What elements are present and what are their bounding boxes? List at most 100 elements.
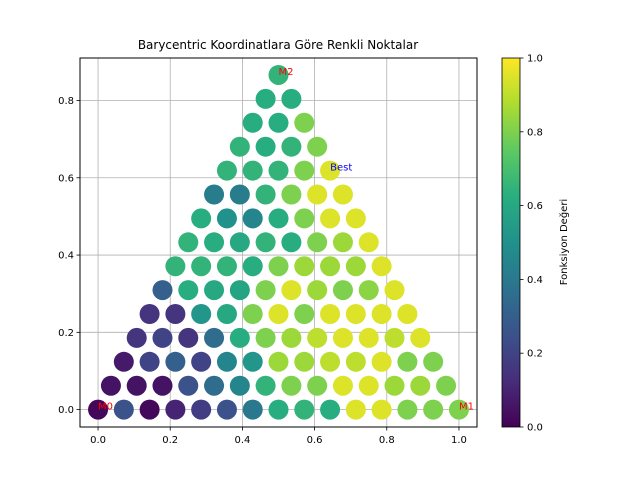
scatter-point bbox=[320, 351, 341, 372]
scatter-point bbox=[152, 327, 173, 348]
annotation-label: Best bbox=[330, 162, 352, 173]
scatter-point bbox=[216, 399, 237, 420]
scatter-point bbox=[281, 375, 302, 396]
scatter-point bbox=[242, 399, 263, 420]
scatter-point bbox=[126, 327, 147, 348]
scatter-point bbox=[294, 208, 315, 229]
scatter-point bbox=[371, 256, 392, 277]
scatter-point bbox=[255, 136, 276, 157]
scatter-point bbox=[242, 351, 263, 372]
scatter-point bbox=[294, 304, 315, 325]
scatter-point bbox=[345, 304, 366, 325]
scatter-point bbox=[139, 304, 160, 325]
scatter-point bbox=[229, 184, 250, 205]
annotation-label: M1 bbox=[459, 402, 474, 413]
annotation-label: M0 bbox=[98, 402, 113, 413]
scatter-point bbox=[255, 375, 276, 396]
x-axis-ticks: 0.0 0.2 0.4 0.6 0.8 1.0 bbox=[90, 427, 467, 446]
scatter-point bbox=[242, 256, 263, 277]
scatter-point bbox=[113, 351, 134, 372]
scatter-point bbox=[294, 112, 315, 133]
scatter-points bbox=[88, 64, 469, 420]
y-tick-label: 0.6 bbox=[58, 173, 74, 184]
scatter-point bbox=[242, 160, 263, 181]
scatter-point bbox=[100, 375, 121, 396]
scatter-point bbox=[204, 280, 225, 301]
scatter-point bbox=[139, 351, 160, 372]
y-tick-label: 0.2 bbox=[58, 328, 74, 339]
scatter-point bbox=[397, 351, 418, 372]
scatter-point bbox=[242, 112, 263, 133]
scatter-point bbox=[384, 327, 405, 348]
scatter-point bbox=[268, 64, 289, 85]
scatter-point bbox=[268, 351, 289, 372]
scatter-point bbox=[165, 399, 186, 420]
scatter-point bbox=[204, 184, 225, 205]
scatter-point bbox=[448, 399, 469, 420]
scatter-point bbox=[229, 327, 250, 348]
scatter-point bbox=[358, 375, 379, 396]
scatter-point bbox=[423, 399, 444, 420]
scatter-point bbox=[294, 351, 315, 372]
scatter-point bbox=[410, 375, 431, 396]
scatter-point bbox=[191, 208, 212, 229]
scatter-point bbox=[345, 208, 366, 229]
scatter-point bbox=[268, 399, 289, 420]
scatter-point bbox=[332, 327, 353, 348]
scatter-point bbox=[307, 136, 328, 157]
scatter-point bbox=[178, 375, 199, 396]
scatter-point bbox=[113, 399, 134, 420]
scatter-point bbox=[178, 232, 199, 253]
scatter-point bbox=[436, 375, 457, 396]
scatter-point bbox=[165, 256, 186, 277]
scatter-point bbox=[307, 232, 328, 253]
scatter-point bbox=[358, 327, 379, 348]
scatter-point bbox=[294, 399, 315, 420]
colorbar-tick-label: 0.8 bbox=[527, 127, 543, 138]
y-tick-label: 0.0 bbox=[58, 405, 74, 416]
scatter-point bbox=[320, 399, 341, 420]
scatter-point bbox=[152, 280, 173, 301]
scatter-point bbox=[229, 280, 250, 301]
scatter-point bbox=[294, 160, 315, 181]
scatter-point bbox=[216, 256, 237, 277]
scatter-point bbox=[191, 399, 212, 420]
scatter-point bbox=[332, 232, 353, 253]
scatter-point bbox=[345, 256, 366, 277]
scatter-point bbox=[165, 351, 186, 372]
x-tick-label: 0.0 bbox=[90, 435, 106, 446]
scatter-point bbox=[345, 351, 366, 372]
scatter-point bbox=[268, 256, 289, 277]
scatter-point bbox=[229, 232, 250, 253]
scatter-point bbox=[139, 399, 160, 420]
scatter-point bbox=[281, 327, 302, 348]
y-axis-ticks: 0.0 0.2 0.4 0.6 0.8 bbox=[58, 96, 80, 416]
scatter-point bbox=[384, 280, 405, 301]
colorbar-tick-label: 0.4 bbox=[527, 275, 543, 286]
scatter-point bbox=[255, 327, 276, 348]
scatter-point bbox=[229, 375, 250, 396]
scatter-point bbox=[307, 184, 328, 205]
scatter-point bbox=[294, 256, 315, 277]
scatter-point bbox=[255, 184, 276, 205]
scatter-point bbox=[358, 232, 379, 253]
scatter-point bbox=[126, 375, 147, 396]
scatter-point bbox=[229, 136, 250, 157]
scatter-point bbox=[242, 304, 263, 325]
x-tick-label: 0.6 bbox=[307, 435, 323, 446]
annotation-label: M2 bbox=[279, 67, 294, 78]
scatter-point bbox=[216, 351, 237, 372]
scatter-point bbox=[345, 399, 366, 420]
scatter-point bbox=[307, 375, 328, 396]
scatter-point bbox=[268, 112, 289, 133]
scatter-point bbox=[268, 208, 289, 229]
scatter-point bbox=[191, 351, 212, 372]
scatter-point bbox=[178, 327, 199, 348]
colorbar-tick-label: 1.0 bbox=[527, 54, 543, 65]
colorbar-ticks: 0.0 0.2 0.4 0.6 0.8 1.0 bbox=[520, 54, 543, 434]
y-tick-label: 0.8 bbox=[58, 96, 74, 107]
scatter-point bbox=[371, 399, 392, 420]
scatter-point bbox=[358, 280, 379, 301]
x-tick-label: 0.2 bbox=[162, 435, 178, 446]
